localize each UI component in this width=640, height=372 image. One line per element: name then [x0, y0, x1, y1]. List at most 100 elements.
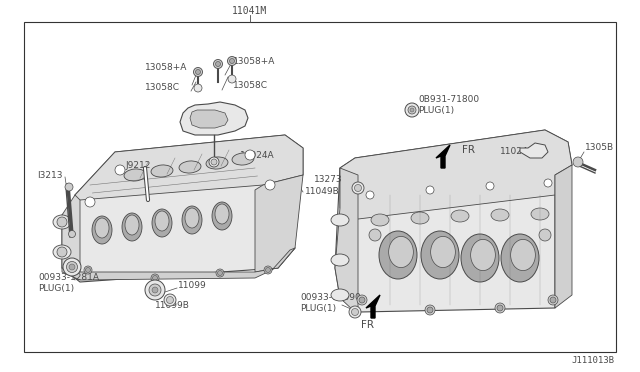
- Ellipse shape: [182, 206, 202, 234]
- Circle shape: [227, 57, 237, 65]
- Circle shape: [349, 306, 361, 318]
- Ellipse shape: [152, 209, 172, 237]
- Polygon shape: [190, 110, 228, 128]
- Ellipse shape: [179, 161, 201, 173]
- Circle shape: [152, 287, 158, 293]
- Circle shape: [211, 159, 217, 165]
- Ellipse shape: [531, 208, 549, 220]
- Text: FR: FR: [462, 145, 475, 155]
- Circle shape: [544, 179, 552, 187]
- Circle shape: [359, 297, 365, 303]
- Circle shape: [426, 186, 434, 194]
- Ellipse shape: [491, 209, 509, 221]
- Circle shape: [145, 280, 165, 300]
- Polygon shape: [520, 143, 548, 158]
- Ellipse shape: [212, 202, 232, 230]
- Circle shape: [548, 295, 558, 305]
- Text: 00933-1281A: 00933-1281A: [38, 273, 99, 282]
- Circle shape: [351, 308, 358, 315]
- Polygon shape: [436, 145, 450, 168]
- Ellipse shape: [124, 169, 146, 181]
- Circle shape: [65, 183, 73, 191]
- Circle shape: [366, 191, 374, 199]
- Ellipse shape: [331, 254, 349, 266]
- Ellipse shape: [185, 208, 199, 228]
- Ellipse shape: [125, 215, 139, 235]
- Circle shape: [63, 258, 81, 276]
- Circle shape: [164, 294, 176, 306]
- Ellipse shape: [411, 212, 429, 224]
- Circle shape: [355, 185, 362, 192]
- Circle shape: [194, 84, 202, 92]
- Circle shape: [68, 231, 76, 237]
- Text: 00933-13090: 00933-13090: [300, 294, 361, 302]
- Circle shape: [209, 157, 219, 167]
- Polygon shape: [335, 168, 358, 312]
- Ellipse shape: [331, 289, 349, 301]
- Ellipse shape: [388, 236, 413, 267]
- Circle shape: [352, 182, 364, 194]
- Bar: [24, 22, 616, 352]
- Ellipse shape: [92, 216, 112, 244]
- Text: PLUG(1): PLUG(1): [300, 304, 336, 312]
- Circle shape: [218, 270, 223, 276]
- Circle shape: [57, 247, 67, 257]
- Circle shape: [245, 150, 255, 160]
- Circle shape: [427, 307, 433, 313]
- Circle shape: [86, 267, 90, 273]
- Ellipse shape: [461, 234, 499, 282]
- Ellipse shape: [379, 231, 417, 279]
- Ellipse shape: [421, 231, 459, 279]
- Ellipse shape: [501, 234, 539, 282]
- Ellipse shape: [122, 213, 142, 241]
- Text: J111013B: J111013B: [572, 356, 614, 365]
- Text: 13058+A: 13058+A: [145, 64, 188, 73]
- Circle shape: [265, 180, 275, 190]
- Circle shape: [425, 305, 435, 315]
- Polygon shape: [335, 130, 572, 312]
- Polygon shape: [180, 102, 248, 135]
- Text: l3213: l3213: [38, 170, 63, 180]
- Circle shape: [408, 106, 416, 114]
- Circle shape: [486, 182, 494, 190]
- Ellipse shape: [331, 214, 349, 226]
- Text: 1305B: 1305B: [585, 144, 614, 153]
- Circle shape: [405, 103, 419, 117]
- Circle shape: [195, 70, 200, 74]
- Circle shape: [214, 60, 223, 68]
- Text: 11049B: 11049B: [305, 187, 340, 196]
- Circle shape: [495, 303, 505, 313]
- Text: 13058C: 13058C: [233, 81, 268, 90]
- Polygon shape: [62, 135, 303, 282]
- Circle shape: [69, 264, 75, 270]
- Ellipse shape: [95, 218, 109, 238]
- Circle shape: [151, 274, 159, 282]
- Text: FR: FR: [362, 320, 374, 330]
- Text: 13058C: 13058C: [145, 83, 180, 93]
- Circle shape: [216, 269, 224, 277]
- Circle shape: [357, 295, 367, 305]
- Polygon shape: [555, 165, 572, 308]
- Text: PLUG(1): PLUG(1): [38, 283, 74, 292]
- Circle shape: [497, 305, 503, 311]
- Polygon shape: [75, 135, 303, 205]
- Circle shape: [550, 297, 556, 303]
- Circle shape: [57, 217, 67, 227]
- Ellipse shape: [151, 165, 173, 177]
- Polygon shape: [366, 295, 380, 318]
- Circle shape: [193, 67, 202, 77]
- Circle shape: [228, 75, 236, 83]
- Text: 13273: 13273: [314, 176, 343, 185]
- Circle shape: [264, 266, 272, 274]
- Ellipse shape: [53, 245, 71, 259]
- Polygon shape: [340, 130, 572, 220]
- Text: J9212: J9212: [125, 160, 150, 170]
- Circle shape: [84, 266, 92, 274]
- Circle shape: [369, 229, 381, 241]
- Text: 13058+A: 13058+A: [233, 58, 275, 67]
- Text: PLUG(1): PLUG(1): [418, 106, 454, 115]
- Circle shape: [67, 262, 77, 273]
- Circle shape: [230, 58, 234, 64]
- Text: 11099B: 11099B: [155, 301, 190, 311]
- Circle shape: [149, 284, 161, 296]
